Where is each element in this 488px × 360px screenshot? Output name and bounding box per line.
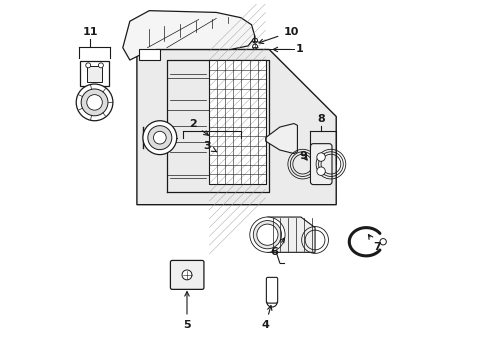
Circle shape (256, 224, 278, 245)
Circle shape (252, 44, 257, 49)
FancyBboxPatch shape (266, 277, 277, 303)
Circle shape (81, 89, 108, 116)
Circle shape (98, 63, 103, 68)
Circle shape (253, 221, 281, 249)
Circle shape (147, 126, 171, 150)
Circle shape (85, 63, 90, 68)
Text: 3: 3 (203, 141, 216, 152)
Text: 6: 6 (270, 238, 284, 257)
Circle shape (182, 270, 192, 280)
Circle shape (316, 153, 325, 161)
FancyBboxPatch shape (310, 144, 331, 185)
Text: 5: 5 (183, 292, 190, 330)
Polygon shape (267, 217, 314, 252)
FancyBboxPatch shape (80, 61, 109, 86)
Text: 9: 9 (299, 151, 307, 161)
Text: 8: 8 (317, 114, 325, 124)
Circle shape (87, 95, 102, 110)
Bar (209, 60, 265, 184)
Circle shape (76, 84, 113, 121)
Text: 10: 10 (258, 27, 298, 44)
Text: 7: 7 (367, 234, 380, 252)
Text: 4: 4 (261, 306, 271, 330)
Circle shape (252, 38, 257, 43)
Text: 2: 2 (189, 119, 208, 135)
Polygon shape (137, 49, 336, 205)
Text: 11: 11 (82, 27, 98, 37)
Text: 1: 1 (273, 45, 303, 54)
Circle shape (379, 239, 386, 245)
Circle shape (249, 217, 285, 252)
Polygon shape (122, 11, 255, 60)
Circle shape (142, 121, 176, 154)
FancyBboxPatch shape (87, 66, 102, 82)
FancyBboxPatch shape (170, 260, 203, 289)
Polygon shape (265, 123, 297, 154)
Circle shape (316, 167, 325, 175)
Circle shape (153, 131, 166, 144)
FancyBboxPatch shape (139, 49, 160, 60)
